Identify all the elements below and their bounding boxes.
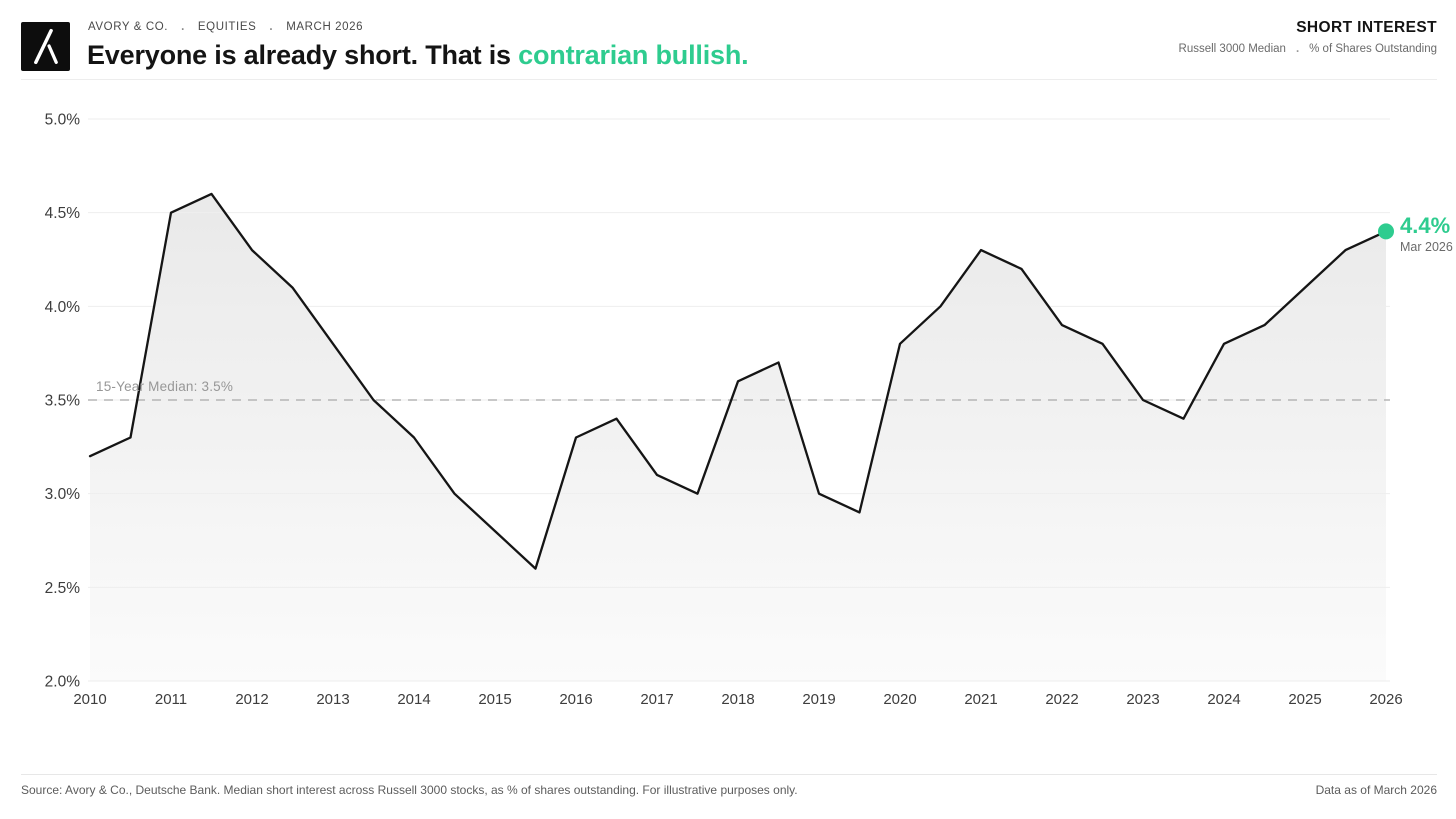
x-tick-label: 2012 bbox=[235, 691, 268, 708]
breadcrumb-date: MARCH 2026 bbox=[286, 21, 364, 33]
x-tick-label: 2024 bbox=[1207, 691, 1240, 708]
footer-data-as-of: Data as of March 2026 bbox=[1315, 783, 1437, 797]
x-tick-label: 2013 bbox=[316, 691, 349, 708]
x-tick-label: 2021 bbox=[964, 691, 997, 708]
x-tick-label: 2011 bbox=[155, 691, 187, 708]
breadcrumb-separator: . bbox=[181, 21, 185, 33]
chart-subtitle-units: % of Shares Outstanding bbox=[1309, 43, 1437, 55]
y-tick-label: 3.5% bbox=[45, 393, 81, 410]
y-tick-label: 5.0% bbox=[45, 112, 81, 129]
y-tick-label: 4.0% bbox=[45, 299, 81, 316]
x-tick-label: 2010 bbox=[73, 691, 106, 708]
page-title-plain: Everyone is already short. That is bbox=[87, 40, 519, 70]
median-line-label: 15-Year Median: 3.5% bbox=[96, 379, 234, 394]
end-point-marker bbox=[1378, 223, 1394, 240]
breadcrumb-brand: AVORY & CO. bbox=[88, 21, 169, 33]
header-right-block: SHORT INTEREST Russell 3000 Median. % of … bbox=[1179, 19, 1437, 55]
page-title: Everyone is already short. That is contr… bbox=[87, 40, 749, 71]
endpoint-date-label: Mar 2026 bbox=[1400, 240, 1453, 254]
x-tick-label: 2026 bbox=[1369, 691, 1402, 708]
y-tick-label: 4.5% bbox=[45, 205, 81, 222]
x-tick-label: 2016 bbox=[559, 691, 592, 708]
endpoint-value-label: 4.4% bbox=[1400, 213, 1451, 238]
y-tick-label: 3.0% bbox=[45, 486, 81, 503]
breadcrumb-separator: . bbox=[269, 21, 274, 33]
breadcrumb-section: EQUITIES bbox=[197, 21, 257, 33]
x-tick-label: 2018 bbox=[721, 691, 754, 708]
header-divider bbox=[21, 79, 1437, 80]
breadcrumb: AVORY & CO.. EQUITIES. MARCH 2026 bbox=[88, 21, 363, 33]
x-tick-label: 2019 bbox=[802, 691, 835, 708]
series-line bbox=[88, 192, 1388, 570]
x-tick-label: 2022 bbox=[1045, 691, 1078, 708]
x-tick-label: 2014 bbox=[397, 691, 430, 708]
chart-subtitle-series: Russell 3000 Median bbox=[1178, 43, 1286, 55]
x-tick-label: 2023 bbox=[1126, 691, 1159, 708]
chart-kicker: SHORT INTEREST bbox=[1296, 19, 1437, 36]
y-tick-label: 2.0% bbox=[45, 674, 81, 691]
chart-subtitle: Russell 3000 Median. % of Shares Outstand… bbox=[1179, 43, 1437, 55]
x-tick-label: 2017 bbox=[640, 691, 673, 708]
x-tick-label: 2020 bbox=[883, 691, 916, 708]
footer-divider bbox=[21, 774, 1437, 775]
page-title-accent: contrarian bullish. bbox=[518, 40, 749, 70]
footer-source-note: Source: Avory & Co., Deutsche Bank. Medi… bbox=[21, 783, 798, 797]
x-tick-label: 2015 bbox=[478, 691, 511, 708]
avory-logo-icon bbox=[21, 22, 70, 71]
y-tick-label: 2.5% bbox=[45, 580, 81, 597]
chart-subtitle-separator: . bbox=[1295, 43, 1300, 55]
x-tick-label: 2025 bbox=[1288, 691, 1321, 708]
series-area bbox=[90, 193, 1386, 681]
